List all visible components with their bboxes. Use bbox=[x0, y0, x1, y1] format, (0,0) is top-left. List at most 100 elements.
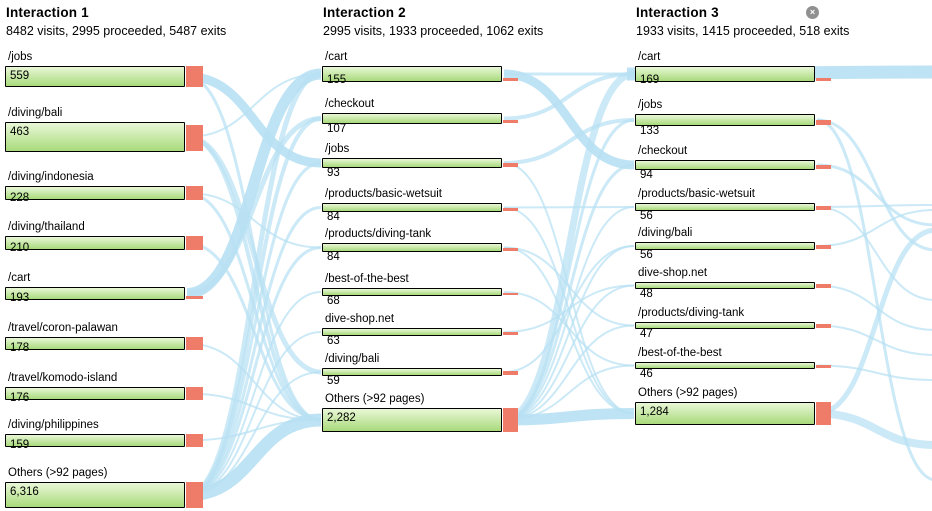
node-bar[interactable] bbox=[635, 242, 815, 250]
interaction-1-stats: 8482 visits, 2995 proceeded, 5487 exits bbox=[6, 24, 227, 38]
node-exit-segment[interactable] bbox=[186, 387, 203, 400]
flow-link[interactable] bbox=[503, 206, 635, 415]
flow-link[interactable] bbox=[186, 413, 322, 502]
flow-link[interactable] bbox=[816, 206, 932, 301]
node-exit-segment[interactable] bbox=[186, 434, 203, 447]
flow-link[interactable] bbox=[503, 408, 635, 426]
node-exit-segment[interactable] bbox=[186, 66, 203, 87]
node-bar[interactable] bbox=[322, 408, 502, 432]
node-value: 48 bbox=[640, 288, 653, 300]
node-bar[interactable] bbox=[5, 287, 185, 300]
node-value: 228 bbox=[10, 192, 30, 204]
flow-link[interactable] bbox=[186, 246, 322, 497]
node-bar[interactable] bbox=[5, 236, 185, 250]
node-label: /jobs bbox=[638, 99, 663, 111]
flow-link[interactable] bbox=[816, 204, 932, 208]
node-bar[interactable] bbox=[322, 243, 502, 252]
node-bar[interactable] bbox=[322, 66, 502, 82]
node-bar[interactable] bbox=[322, 203, 502, 212]
node-exit-segment[interactable] bbox=[503, 208, 518, 211]
flow-link[interactable] bbox=[503, 163, 635, 422]
flow-link[interactable] bbox=[503, 162, 635, 415]
settings-icon[interactable]: × bbox=[806, 6, 819, 19]
node-bar[interactable] bbox=[635, 322, 815, 329]
node-label: /travel/coron-palawan bbox=[8, 322, 118, 334]
node-exit-segment[interactable] bbox=[503, 408, 518, 432]
node-exit-segment[interactable] bbox=[816, 324, 831, 328]
node-bar[interactable] bbox=[635, 160, 815, 170]
node-bar[interactable] bbox=[5, 387, 185, 400]
node-value: 59 bbox=[327, 375, 340, 387]
node-bar[interactable] bbox=[635, 402, 815, 425]
node-exit-segment[interactable] bbox=[503, 163, 518, 167]
flow-link[interactable] bbox=[186, 72, 322, 168]
node-bar[interactable] bbox=[635, 114, 815, 126]
flow-link[interactable] bbox=[186, 73, 322, 138]
node-label: /travel/komodo-island bbox=[8, 372, 118, 384]
node-bar[interactable] bbox=[322, 328, 502, 336]
flow-link[interactable] bbox=[816, 118, 932, 251]
flow-link[interactable] bbox=[816, 118, 932, 481]
node-value: 47 bbox=[640, 328, 653, 340]
node-exit-segment[interactable] bbox=[503, 248, 518, 251]
flow-link[interactable] bbox=[503, 72, 635, 121]
node-bar[interactable] bbox=[5, 186, 185, 200]
node-exit-segment[interactable] bbox=[503, 120, 518, 123]
node-bar[interactable] bbox=[322, 113, 502, 124]
flow-link[interactable] bbox=[816, 284, 932, 331]
flow-link[interactable] bbox=[503, 206, 635, 209]
node-exit-segment[interactable] bbox=[186, 482, 203, 508]
node-bar[interactable] bbox=[5, 434, 185, 447]
node-bar[interactable] bbox=[5, 482, 185, 508]
node-value: 56 bbox=[640, 210, 653, 222]
node-exit-segment[interactable] bbox=[816, 78, 831, 81]
node-label: Others (>92 pages) bbox=[8, 467, 108, 479]
flow-link[interactable] bbox=[816, 228, 932, 416]
flow-link[interactable] bbox=[816, 324, 932, 356]
interaction-2-stats: 2995 visits, 1933 proceeded, 1062 exits bbox=[323, 24, 544, 38]
node-exit-segment[interactable] bbox=[503, 332, 518, 335]
node-exit-segment[interactable] bbox=[186, 337, 203, 350]
node-bar[interactable] bbox=[635, 282, 815, 289]
flow-link[interactable] bbox=[503, 284, 635, 421]
node-bar[interactable] bbox=[635, 66, 815, 82]
flow-link[interactable] bbox=[503, 246, 635, 415]
node-exit-segment[interactable] bbox=[186, 186, 203, 200]
node-label: /products/diving-tank bbox=[325, 228, 432, 240]
node-value: 159 bbox=[10, 439, 30, 451]
node-exit-segment[interactable] bbox=[816, 365, 831, 368]
flow-link[interactable] bbox=[503, 118, 635, 165]
node-bar[interactable] bbox=[322, 368, 502, 376]
flow-link[interactable] bbox=[816, 364, 932, 381]
node-label: Others (>92 pages) bbox=[638, 387, 738, 399]
node-exit-segment[interactable] bbox=[503, 293, 518, 295]
flow-link[interactable] bbox=[186, 75, 322, 422]
node-exit-segment[interactable] bbox=[186, 125, 203, 151]
node-bar[interactable] bbox=[635, 203, 815, 211]
node-exit-segment[interactable] bbox=[186, 296, 203, 299]
node-exit-segment[interactable] bbox=[503, 371, 518, 375]
flow-link[interactable] bbox=[186, 116, 322, 296]
node-exit-segment[interactable] bbox=[816, 165, 831, 169]
flow-link[interactable] bbox=[186, 192, 322, 249]
flow-link[interactable] bbox=[816, 163, 932, 227]
node-label: /diving/philippines bbox=[8, 419, 99, 431]
node-exit-segment[interactable] bbox=[816, 402, 831, 425]
node-exit-segment[interactable] bbox=[816, 284, 831, 288]
flow-link[interactable] bbox=[503, 69, 635, 170]
flow-link[interactable] bbox=[816, 209, 932, 247]
node-label: /jobs bbox=[325, 143, 350, 155]
node-bar[interactable] bbox=[322, 158, 502, 168]
node-exit-segment[interactable] bbox=[816, 245, 831, 249]
node-bar[interactable] bbox=[5, 122, 185, 152]
flow-link[interactable] bbox=[816, 409, 932, 449]
node-exit-segment[interactable] bbox=[816, 120, 831, 125]
node-bar[interactable] bbox=[5, 337, 185, 350]
node-bar[interactable] bbox=[635, 362, 815, 369]
node-exit-segment[interactable] bbox=[503, 78, 518, 81]
node-exit-segment[interactable] bbox=[816, 206, 831, 210]
node-value: 107 bbox=[327, 123, 347, 135]
node-exit-segment[interactable] bbox=[186, 236, 203, 250]
node-bar[interactable] bbox=[5, 66, 185, 87]
node-bar[interactable] bbox=[322, 288, 502, 296]
